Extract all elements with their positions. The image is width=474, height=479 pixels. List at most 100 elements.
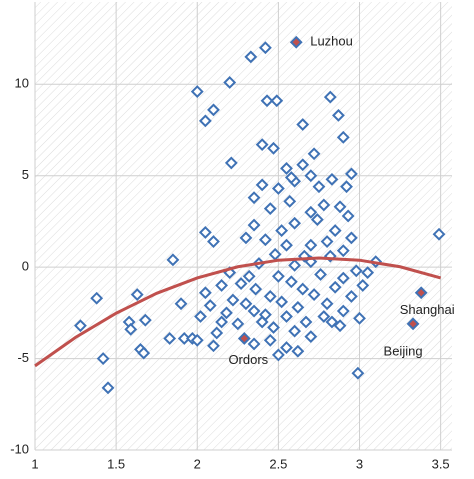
scatter-point bbox=[90, 291, 104, 305]
scatter-point bbox=[255, 178, 269, 192]
scatter-point bbox=[244, 50, 258, 64]
scatter-point bbox=[310, 213, 324, 227]
scatter-point bbox=[74, 319, 87, 333]
scatter-point bbox=[210, 326, 224, 340]
annotation: Beijing bbox=[384, 343, 423, 358]
annotation: Ordors bbox=[228, 352, 268, 367]
scatter-point bbox=[163, 332, 177, 345]
scatter-point bbox=[198, 286, 212, 300]
scatter-point bbox=[198, 114, 212, 128]
scatter-point bbox=[307, 147, 321, 161]
scatter-point bbox=[304, 238, 318, 252]
scatter-point bbox=[203, 299, 217, 312]
y-tick-label: 10 bbox=[15, 76, 29, 91]
scatter-point bbox=[263, 202, 277, 216]
scatter-point bbox=[299, 315, 313, 329]
y-tick-label: -5 bbox=[17, 350, 29, 365]
highlight-point bbox=[406, 317, 420, 331]
x-tick-label: 2 bbox=[194, 456, 201, 471]
highlight-point bbox=[414, 286, 428, 300]
scatter-point bbox=[332, 108, 345, 122]
scatter-point bbox=[166, 253, 180, 267]
scatter-point bbox=[275, 295, 289, 309]
scatter-point bbox=[96, 352, 110, 365]
scatter-point bbox=[255, 315, 269, 329]
scatter-point bbox=[215, 315, 229, 329]
scatter-point bbox=[340, 180, 353, 194]
scatter-point bbox=[260, 94, 274, 108]
scatter-point bbox=[361, 266, 375, 280]
scatter-point bbox=[280, 238, 293, 252]
scatter-point bbox=[198, 225, 212, 239]
scatter-point bbox=[270, 94, 284, 108]
scatter-point bbox=[341, 209, 355, 223]
scatter-point bbox=[174, 297, 188, 311]
scatter-point bbox=[242, 269, 256, 283]
scatter-point bbox=[124, 322, 138, 336]
scatter-point bbox=[351, 366, 365, 380]
scatter-point bbox=[320, 297, 334, 311]
scatter-point bbox=[284, 275, 298, 289]
highlight-point bbox=[237, 332, 251, 345]
plot-background bbox=[35, 2, 452, 450]
scatter-point bbox=[267, 141, 280, 155]
scatter-point bbox=[215, 279, 229, 292]
scatter-point bbox=[137, 346, 151, 360]
highlight-point bbox=[289, 35, 303, 49]
scatter-point bbox=[323, 90, 337, 104]
y-tick-label: -10 bbox=[10, 441, 29, 456]
scatter-point bbox=[271, 182, 285, 195]
scatter-point bbox=[296, 282, 310, 296]
scatter-point bbox=[280, 161, 293, 175]
scatter-point bbox=[190, 333, 204, 347]
scatter-point bbox=[280, 310, 293, 323]
scatter-point bbox=[263, 333, 277, 347]
scatter-point bbox=[336, 244, 350, 258]
scatter-point bbox=[344, 231, 358, 245]
scatter-point bbox=[275, 224, 289, 237]
scatter-point bbox=[249, 282, 263, 296]
scatter-point bbox=[194, 310, 207, 323]
scatter-point bbox=[231, 317, 245, 331]
scatter-point bbox=[320, 235, 334, 248]
scatter-point bbox=[207, 235, 220, 248]
scatter-point bbox=[247, 191, 261, 205]
scatter-point bbox=[304, 205, 318, 219]
scatter-point bbox=[353, 311, 366, 325]
scatter-point bbox=[255, 138, 269, 152]
x-tick-label: 1 bbox=[31, 456, 38, 471]
scatter-point bbox=[432, 227, 446, 241]
scatter-point bbox=[283, 194, 297, 208]
scatter-point bbox=[263, 289, 277, 303]
scatter-point bbox=[138, 313, 152, 327]
annotation: Luzhou bbox=[310, 34, 353, 49]
scatter-point bbox=[336, 130, 350, 144]
scatter-point bbox=[284, 171, 298, 184]
scatter-point bbox=[291, 344, 305, 358]
scatter-point bbox=[288, 258, 302, 272]
x-tick-label: 3 bbox=[356, 456, 363, 471]
x-tick-label: 1.5 bbox=[107, 456, 125, 471]
scatter-point bbox=[291, 300, 305, 314]
scatter-point bbox=[247, 218, 261, 232]
scatter-point bbox=[336, 304, 350, 318]
scatter-point bbox=[333, 319, 347, 333]
scatter-point bbox=[234, 277, 248, 291]
scatter-point bbox=[247, 304, 261, 318]
scatter-point bbox=[325, 172, 339, 186]
scatter-point bbox=[317, 310, 331, 323]
scatter-point bbox=[247, 337, 261, 351]
scatter-point bbox=[258, 233, 272, 247]
scatter-point bbox=[258, 41, 272, 55]
scatter-point bbox=[239, 297, 253, 311]
scatter-point bbox=[296, 118, 310, 131]
scatter-point bbox=[101, 381, 115, 395]
scatter-point bbox=[177, 332, 191, 345]
scatter-point bbox=[333, 200, 347, 214]
scatter-point bbox=[356, 279, 370, 292]
scatter-point bbox=[239, 231, 253, 245]
scatter-point bbox=[304, 169, 318, 183]
scatter-point bbox=[307, 288, 321, 301]
scatter-point bbox=[296, 158, 310, 172]
scatter-point bbox=[280, 341, 293, 355]
